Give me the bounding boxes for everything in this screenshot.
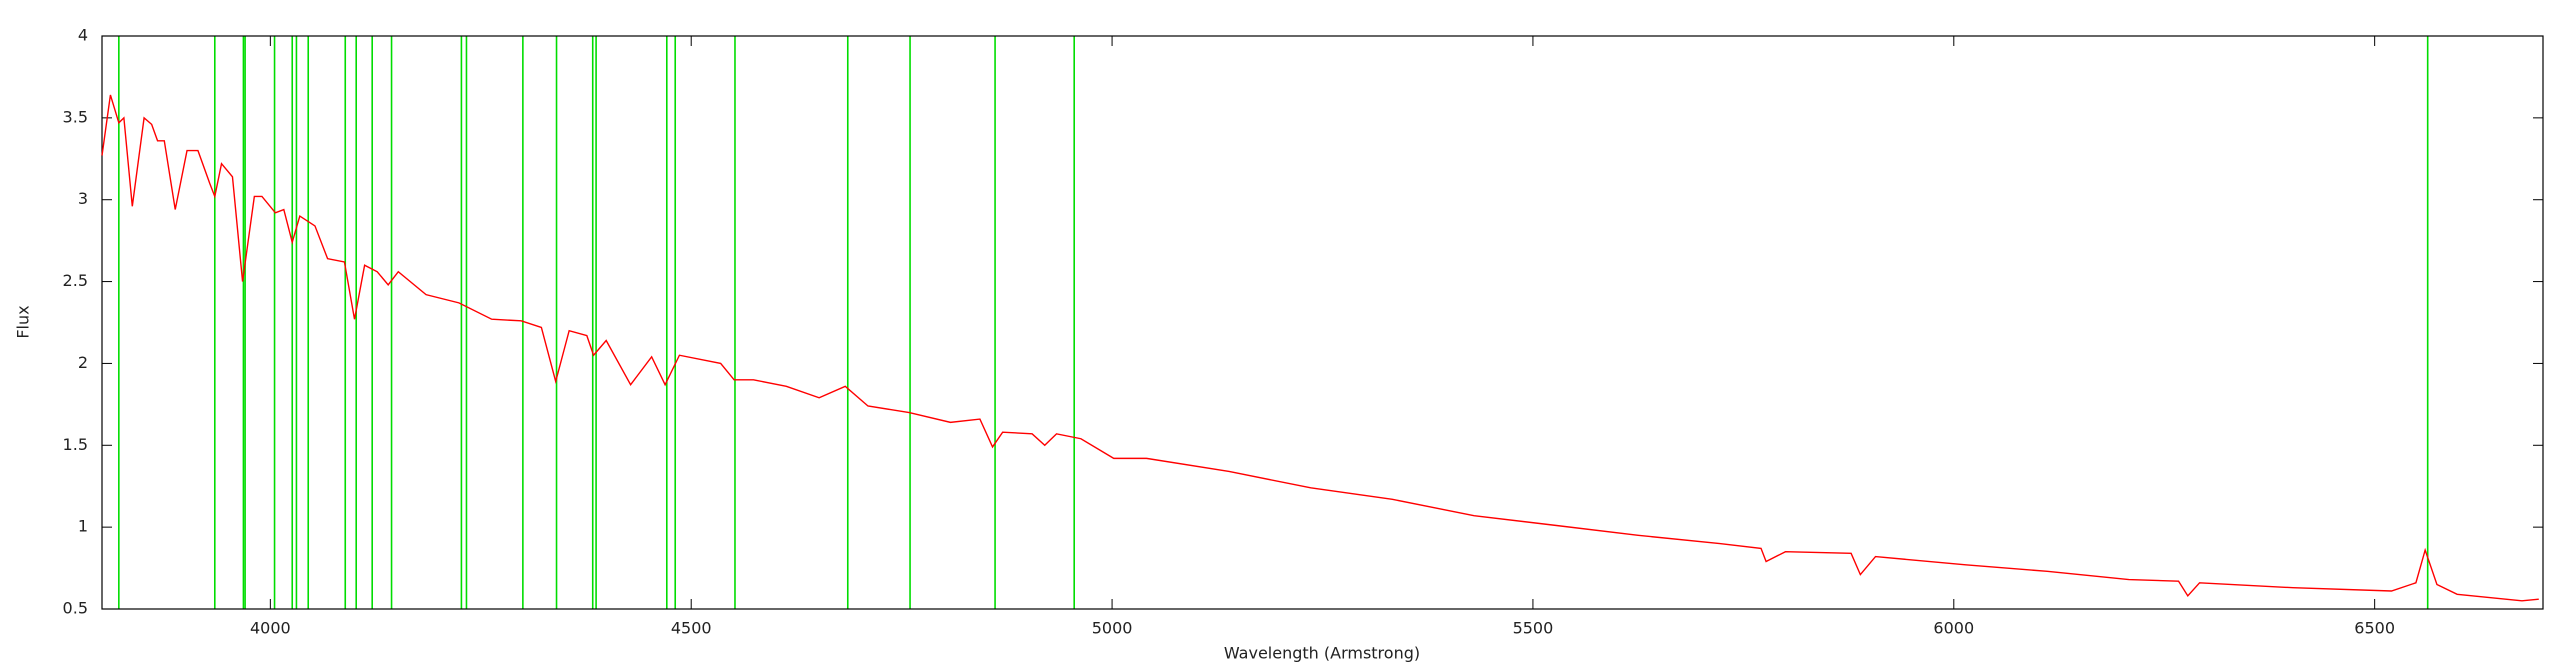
- x-axis-label: Wavelength (Armstrong): [1224, 644, 1420, 663]
- spectrum-line: [101, 94, 2539, 602]
- y-tick-label: 2.5: [63, 271, 88, 290]
- y-axis-label: Flux: [14, 305, 33, 338]
- y-tick-label: 1: [78, 517, 88, 536]
- x-tick-label: 4000: [250, 619, 291, 638]
- x-tick-label: 5000: [1092, 619, 1133, 638]
- y-tick-label: 3: [78, 189, 88, 208]
- x-tick-label: 6500: [2354, 619, 2395, 638]
- y-tick-label: 0.5: [63, 599, 88, 618]
- y-tick-label: 3.5: [63, 107, 88, 126]
- y-tick-label: 1.5: [63, 435, 88, 454]
- x-tick-label: 6000: [1933, 619, 1974, 638]
- plot-frame: [101, 35, 2544, 610]
- x-tick-label: 5500: [1513, 619, 1554, 638]
- y-tick-label: 4: [78, 26, 88, 45]
- y-tick-label: 2: [78, 353, 88, 372]
- x-tick-label: 4500: [671, 619, 712, 638]
